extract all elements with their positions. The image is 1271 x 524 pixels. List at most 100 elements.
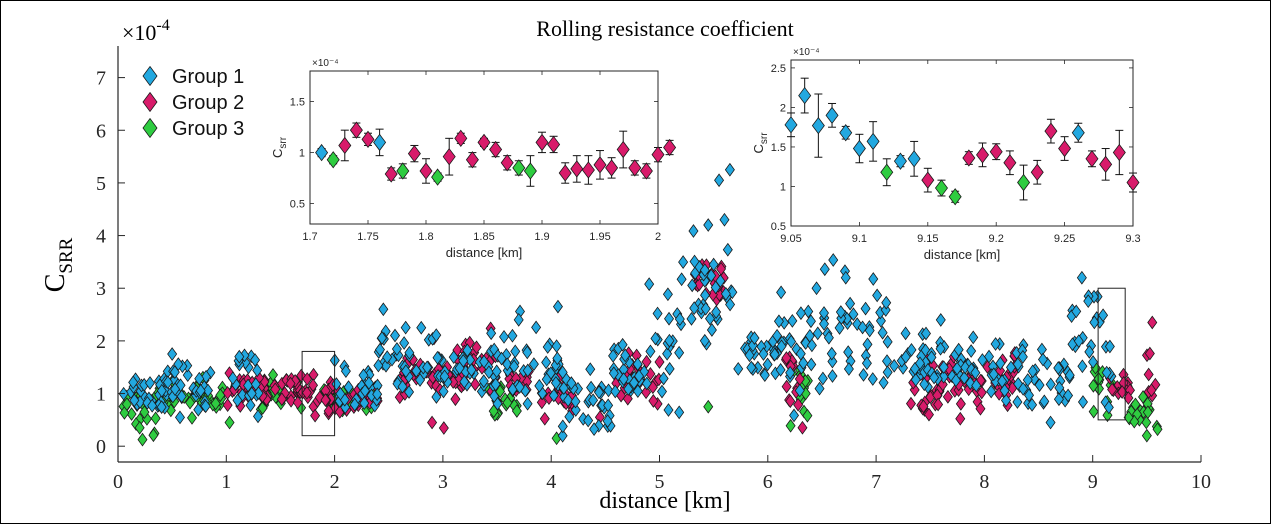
inset-data-point bbox=[605, 159, 619, 177]
data-point bbox=[802, 408, 813, 423]
inset-data-point bbox=[384, 165, 398, 183]
data-point bbox=[536, 395, 547, 410]
y-tick-label: 4 bbox=[96, 226, 106, 248]
data-point bbox=[551, 339, 562, 354]
data-point bbox=[438, 421, 449, 435]
data-point bbox=[323, 404, 334, 418]
data-point bbox=[148, 428, 159, 443]
data-point bbox=[1022, 373, 1033, 387]
data-point bbox=[454, 361, 465, 376]
x-tick-label: 4 bbox=[546, 471, 556, 493]
inset1-y-tick-label: 1.5 bbox=[290, 97, 305, 109]
inset-data-point bbox=[989, 143, 1003, 161]
data-point bbox=[720, 286, 731, 301]
data-point bbox=[1017, 349, 1028, 364]
y-tick-label: 5 bbox=[96, 173, 106, 195]
data-point bbox=[968, 330, 979, 345]
y-tick-label: 1 bbox=[96, 384, 106, 406]
data-point bbox=[382, 350, 393, 365]
data-point bbox=[900, 350, 911, 364]
inset-data-point bbox=[407, 144, 421, 163]
data-point bbox=[781, 351, 792, 365]
inset1-y-label-base: C bbox=[270, 149, 285, 158]
data-point bbox=[182, 368, 193, 382]
data-point bbox=[1098, 308, 1109, 323]
data-point bbox=[785, 394, 796, 409]
data-point bbox=[195, 383, 206, 398]
data-point bbox=[491, 364, 502, 379]
data-point bbox=[971, 378, 982, 393]
data-point bbox=[144, 376, 155, 390]
data-point bbox=[1088, 404, 1099, 419]
data-point bbox=[359, 396, 370, 411]
data-point bbox=[819, 306, 829, 320]
inset-data-point bbox=[811, 116, 825, 135]
data-point bbox=[617, 337, 628, 352]
data-point bbox=[776, 339, 787, 354]
data-point bbox=[471, 340, 482, 355]
data-point bbox=[814, 381, 825, 396]
inset-data-point bbox=[396, 162, 410, 180]
data-point bbox=[358, 368, 369, 383]
data-point bbox=[450, 392, 461, 407]
data-point bbox=[933, 397, 944, 412]
inset-data-point bbox=[419, 162, 433, 180]
data-point bbox=[687, 278, 698, 293]
data-point bbox=[169, 365, 180, 380]
inset-data-point bbox=[1017, 173, 1031, 192]
inset-data-point bbox=[639, 162, 653, 180]
data-point bbox=[320, 393, 331, 407]
data-point bbox=[923, 407, 934, 422]
data-point bbox=[910, 372, 921, 387]
data-point bbox=[589, 422, 600, 437]
data-point bbox=[714, 173, 725, 188]
data-point bbox=[147, 398, 158, 413]
inset2-box bbox=[790, 59, 1134, 227]
data-point bbox=[1012, 395, 1023, 409]
data-point bbox=[250, 377, 261, 392]
data-point bbox=[586, 380, 597, 395]
data-point bbox=[1036, 342, 1047, 357]
data-point bbox=[878, 375, 889, 390]
inset-data-point bbox=[500, 154, 514, 172]
inset-data-point bbox=[921, 171, 935, 189]
data-point bbox=[812, 326, 823, 341]
data-point bbox=[889, 358, 900, 373]
inset-data-point bbox=[798, 86, 812, 105]
data-point bbox=[797, 420, 808, 435]
x-tick-label: 0 bbox=[113, 471, 123, 493]
data-point bbox=[466, 363, 477, 377]
data-point bbox=[1104, 339, 1115, 354]
legend: Group 1 Group 2 Group 3 bbox=[142, 65, 244, 140]
data-point bbox=[174, 410, 185, 425]
data-point bbox=[167, 347, 178, 361]
data-point bbox=[689, 254, 700, 269]
data-point bbox=[404, 385, 415, 399]
main-y-label-sub: SRR bbox=[56, 237, 77, 273]
inset1-y-label-sub: srr bbox=[278, 136, 289, 148]
data-point bbox=[719, 212, 730, 227]
data-point bbox=[1001, 393, 1011, 408]
data-point bbox=[634, 369, 645, 384]
data-point bbox=[700, 301, 711, 316]
data-point bbox=[652, 306, 663, 321]
y-tick-label: 2 bbox=[96, 331, 106, 353]
data-point bbox=[253, 409, 263, 424]
inset-data-point bbox=[431, 168, 445, 186]
data-point bbox=[725, 297, 736, 312]
data-point bbox=[1045, 377, 1056, 392]
data-point bbox=[914, 356, 925, 371]
data-point bbox=[749, 331, 760, 345]
y-tick-label: 6 bbox=[96, 120, 106, 142]
data-point bbox=[583, 413, 594, 428]
data-point bbox=[276, 392, 287, 407]
legend-label: Group 3 bbox=[172, 118, 244, 140]
inset-data-point bbox=[651, 145, 665, 164]
data-point bbox=[156, 383, 167, 398]
data-point bbox=[1147, 315, 1158, 330]
data-point bbox=[372, 387, 383, 402]
inset-data-point bbox=[1099, 155, 1113, 174]
inset-data-point bbox=[547, 135, 561, 154]
data-point bbox=[377, 331, 387, 345]
data-point bbox=[1005, 360, 1016, 375]
